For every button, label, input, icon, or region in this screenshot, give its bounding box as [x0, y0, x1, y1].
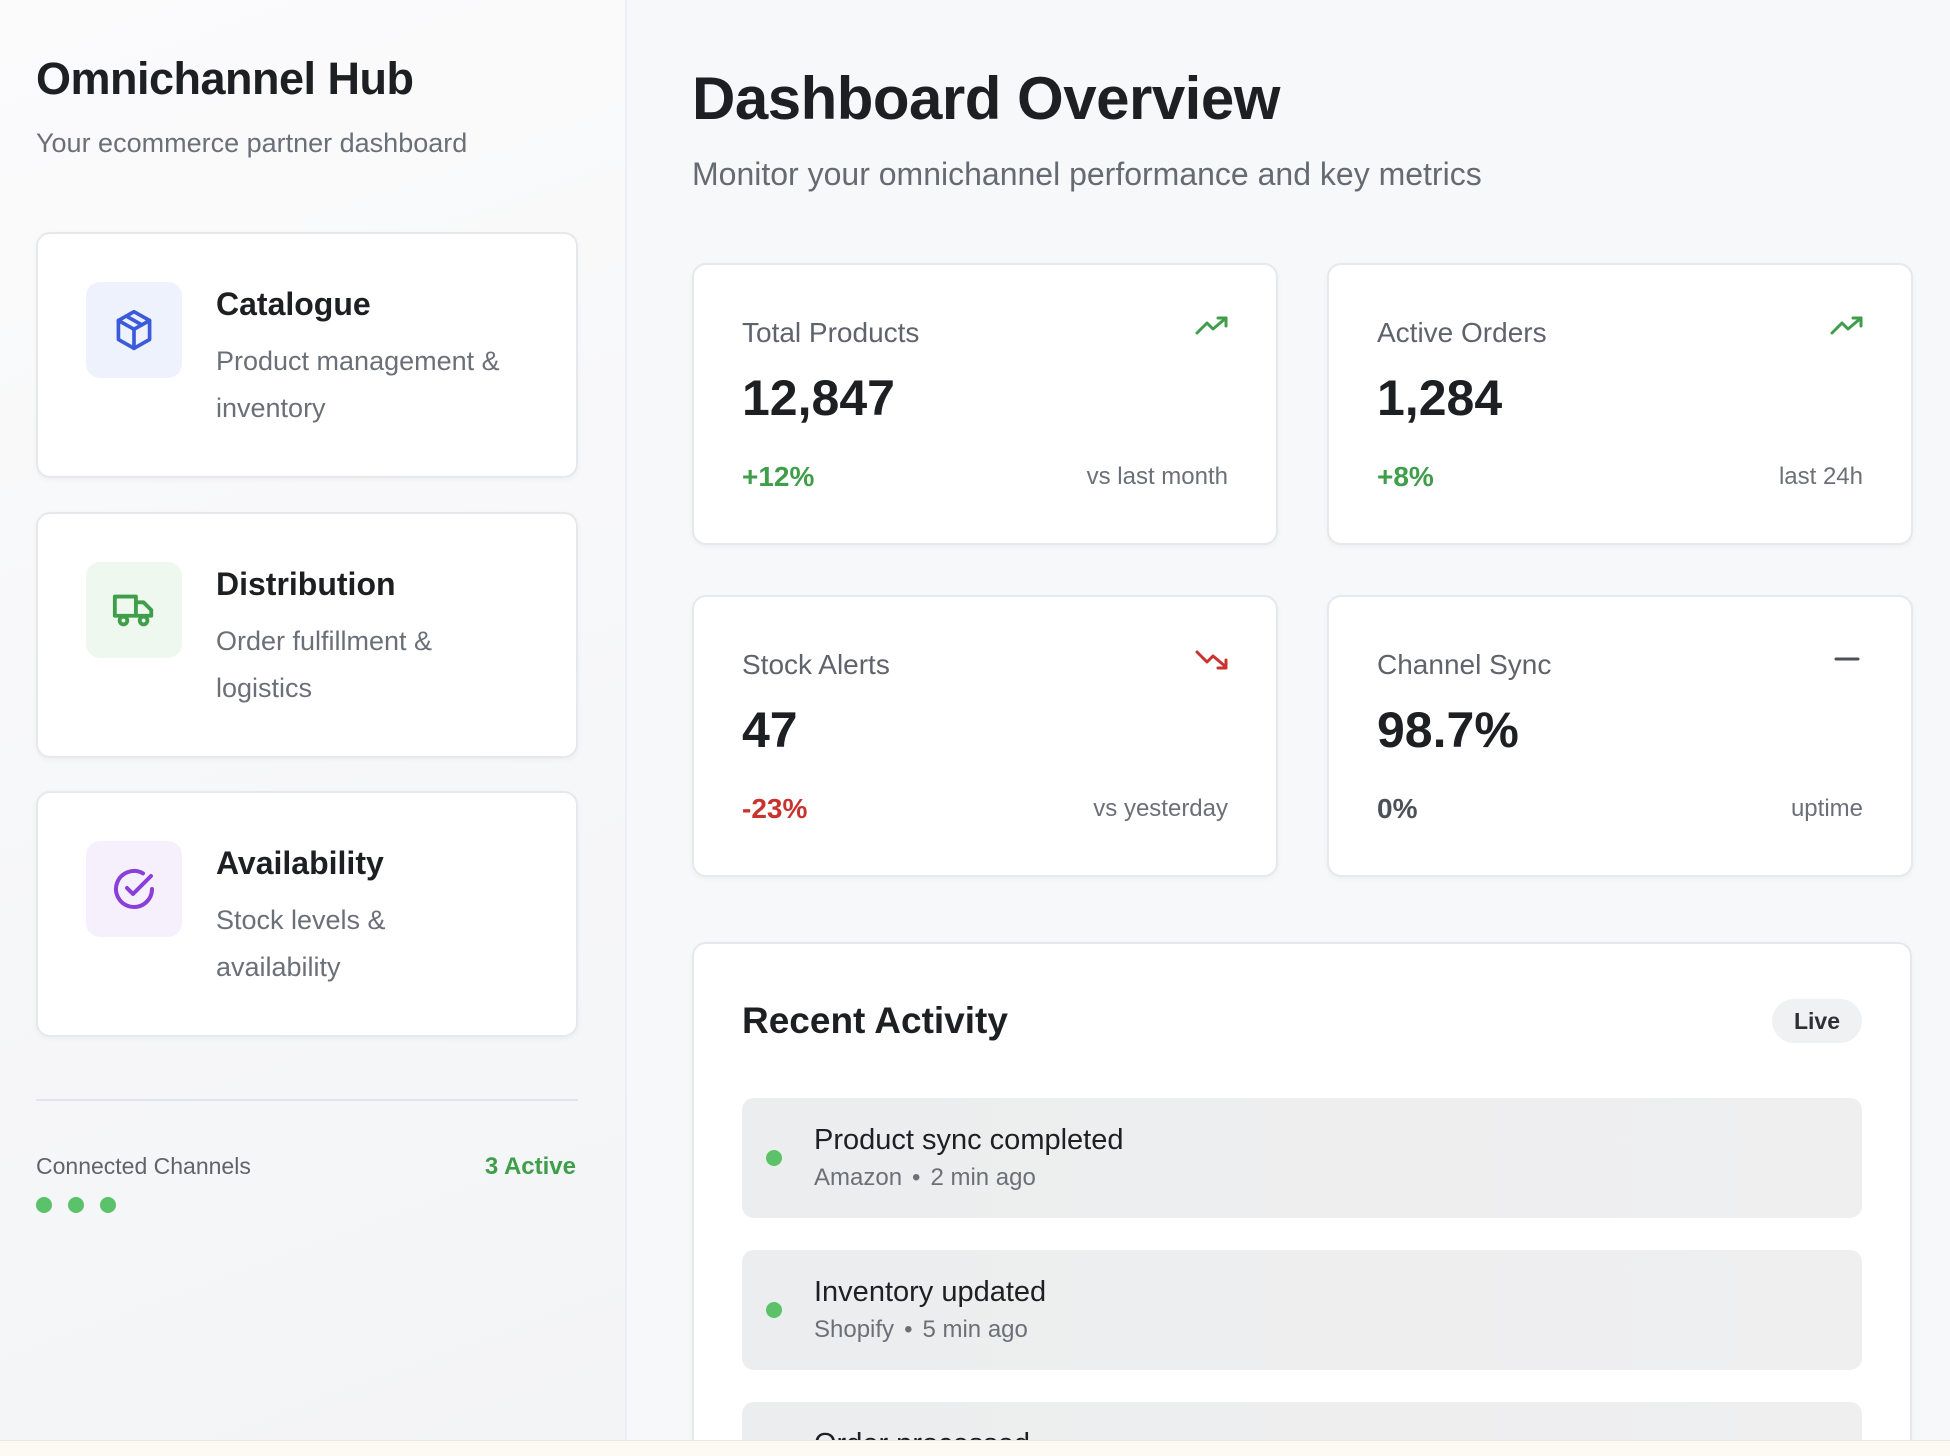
stat-period: uptime: [1790, 795, 1863, 822]
nav-description-line: Product management &: [216, 346, 500, 376]
activity-meta: Amazon • 2 min ago: [814, 1164, 1036, 1191]
activity-item[interactable]: Inventory updated Shopify • 5 min ago: [742, 1250, 1862, 1370]
stat-value: 12,847: [742, 370, 895, 426]
stat-value: 98.7%: [1377, 702, 1519, 758]
activity-meta: Shopify • 5 min ago: [814, 1316, 1028, 1343]
channel-status-dot: [100, 1197, 116, 1213]
stat-change: 0%: [1377, 793, 1418, 824]
stat-label: Active Orders: [1377, 317, 1547, 348]
sidebar: Omnichannel Hub Your ecommerce partner d…: [0, 0, 627, 1440]
channel-status-dots: [36, 1197, 116, 1213]
activity-time: 2 min ago: [930, 1164, 1036, 1191]
activity-title: Product sync completed: [814, 1124, 1124, 1156]
stat-card-total-products[interactable]: Total Products 12,847 +12% vs last month: [692, 263, 1278, 545]
activity-source: Amazon: [814, 1164, 903, 1191]
stat-value: 1,284: [1377, 370, 1503, 426]
nav-description-line: Order fulfillment &: [216, 626, 433, 656]
nav-description-line: inventory: [216, 393, 326, 423]
nav-title: Catalogue: [216, 286, 371, 322]
truck-icon: [86, 562, 182, 658]
stat-period: vs yesterday: [1093, 795, 1228, 822]
app-title: Omnichannel Hub: [36, 53, 414, 104]
stat-change: +12%: [742, 461, 815, 492]
nav-description: Stock levels & availability: [216, 897, 546, 991]
nav-card-distribution[interactable]: Distribution Order fulfillment & logisti…: [36, 512, 578, 758]
recent-activity-title: Recent Activity: [742, 1000, 1008, 1041]
stat-change: -23%: [742, 793, 808, 824]
stat-period: last 24h: [1778, 463, 1863, 490]
nav-title: Distribution: [216, 566, 396, 602]
page-subtitle: Monitor your omnichannel performance and…: [692, 156, 1482, 192]
nav-description: Order fulfillment & logistics: [216, 618, 546, 712]
nav-title: Availability: [216, 845, 384, 881]
connected-channels-label: Connected Channels: [36, 1153, 251, 1179]
nav-card-catalogue[interactable]: Catalogue Product management & inventory: [36, 232, 578, 478]
recent-activity-card: Recent Activity Live Product sync comple…: [692, 942, 1912, 1456]
nav-description-line: logistics: [216, 673, 313, 703]
stat-card-active-orders[interactable]: Active Orders 1,284 +8% last 24h: [1327, 263, 1913, 545]
app-subtitle: Your ecommerce partner dashboard: [36, 128, 468, 158]
active-channels-count: 3 Active: [484, 1153, 576, 1180]
stat-label: Total Products: [742, 317, 920, 348]
status-dot: [766, 1302, 782, 1318]
nav-description-line: availability: [216, 952, 341, 982]
stat-value: 47: [742, 702, 798, 758]
package-icon: [86, 282, 182, 378]
sidebar-divider: [36, 1099, 578, 1101]
nav-card-availability[interactable]: Availability Stock levels & availability: [36, 791, 578, 1037]
channel-status-dot: [36, 1197, 52, 1213]
check-circle-icon: [86, 841, 182, 937]
trending-up-icon: [1195, 316, 1228, 335]
channel-status-dot: [68, 1197, 84, 1213]
stat-label: Channel Sync: [1377, 649, 1552, 680]
activity-time: 5 min ago: [922, 1316, 1028, 1343]
page-title: Dashboard Overview: [692, 65, 1280, 132]
window-bottom-edge: [0, 1440, 1950, 1456]
minus-icon: [1834, 657, 1860, 661]
nav-description-line: Stock levels &: [216, 905, 386, 935]
trending-up-icon: [1830, 316, 1863, 335]
stat-card-channel-sync[interactable]: Channel Sync 98.7% 0% uptime: [1327, 595, 1913, 877]
nav-description: Product management & inventory: [216, 338, 546, 432]
trending-down-icon: [1195, 650, 1228, 670]
status-dot: [766, 1150, 782, 1166]
stat-card-stock-alerts[interactable]: Stock Alerts 47 -23% vs yesterday: [692, 595, 1278, 877]
stat-period: vs last month: [1086, 463, 1228, 490]
live-badge: Live: [1771, 999, 1862, 1043]
stat-change: +8%: [1377, 461, 1434, 492]
stat-label: Stock Alerts: [742, 649, 890, 680]
activity-source: Shopify: [814, 1316, 895, 1343]
activity-item[interactable]: Product sync completed Amazon • 2 min ago: [742, 1098, 1862, 1218]
activity-title: Inventory updated: [814, 1276, 1047, 1308]
